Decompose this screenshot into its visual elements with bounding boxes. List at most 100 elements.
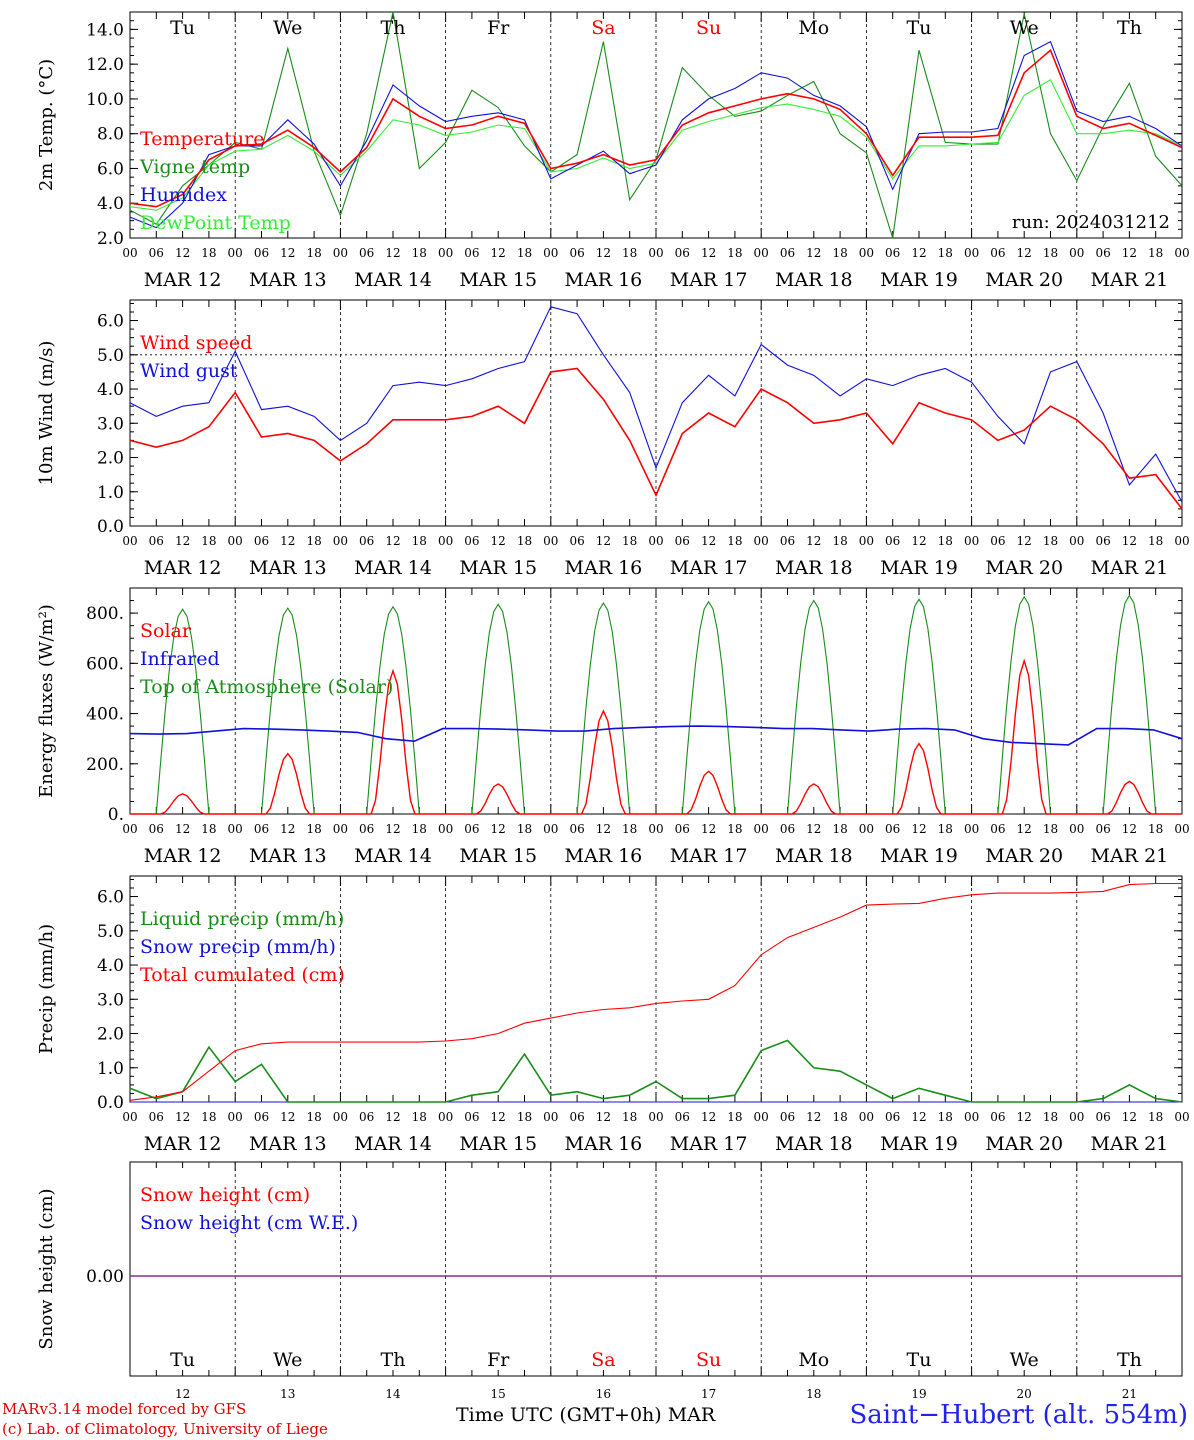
weekday-label: Mo: [798, 17, 829, 39]
date-label: MAR 15: [459, 269, 537, 291]
hour-tick-label: 18: [306, 534, 321, 548]
panel-5: 0.00 Snow height (cm) Snow height (cm) Snow…: [36, 1161, 1183, 1400]
solar-curve: [235, 752, 341, 815]
hour-tick-label: 06: [780, 822, 795, 836]
hour-tick-label: 00: [1174, 246, 1189, 260]
hour-tick-label: 12: [280, 534, 295, 548]
hour-tick-label: 18: [1148, 1110, 1163, 1124]
hour-tick-label: 18: [306, 246, 321, 260]
date-label: MAR 12: [144, 269, 222, 291]
legend-entry: Humidex: [140, 184, 227, 206]
hour-tick-label: 18: [832, 822, 847, 836]
series-line-liquid-precip-mm-h-: [129, 1039, 1183, 1103]
weekday-label: Su: [696, 17, 721, 39]
date-label: MAR 16: [565, 1133, 643, 1155]
panel-3: 00 06 12 18 00 06 12 18 00 06 12 18 00 06 12 18 00 06 12 18…: [36, 587, 1190, 867]
hour-tick-label: 06: [990, 534, 1005, 548]
solar-curve: [761, 783, 867, 815]
hour-tick-label: 18: [1148, 822, 1163, 836]
hour-tick-label: 00: [122, 246, 137, 260]
date-label: MAR 16: [565, 845, 643, 867]
weekday-label: Tu: [170, 1349, 195, 1371]
date-label: MAR 20: [985, 269, 1063, 291]
hour-tick-label: 00: [333, 822, 348, 836]
hour-tick-label: 06: [990, 246, 1005, 260]
hour-tick-label: 00: [648, 534, 663, 548]
hour-tick-label: 12: [806, 534, 821, 548]
hour-tick-label: 06: [780, 1110, 795, 1124]
hour-tick-label: 06: [569, 822, 584, 836]
legend-entry: Solar: [140, 620, 192, 642]
hour-tick-label: 06: [885, 534, 900, 548]
toa-solar-curve: [550, 602, 656, 815]
y-tick-label: 600.: [86, 654, 124, 674]
weekday-label: Mo: [798, 1349, 829, 1371]
date-label: MAR 19: [880, 557, 958, 579]
hour-tick-label: 12: [701, 822, 716, 836]
y-tick-label: 3.0: [97, 990, 124, 1010]
hour-tick-label: 18: [727, 246, 742, 260]
weekday-label: Fr: [487, 17, 510, 39]
hour-tick-label: 18: [938, 246, 953, 260]
toa-solar-curve: [971, 595, 1077, 815]
date-label: MAR 18: [775, 269, 853, 291]
infrared-line: [129, 725, 1183, 746]
y-tick-label: 400.: [86, 705, 124, 725]
hour-tick-label: 00: [438, 246, 453, 260]
hour-tick-label: 12: [280, 246, 295, 260]
hour-tick-label: 18: [201, 822, 216, 836]
day-number-label: 18: [806, 1387, 821, 1400]
y-tick-label: 6.0: [97, 888, 124, 908]
hour-tick-label: 00: [438, 534, 453, 548]
series-line-wind-gust: [129, 306, 1183, 503]
y-tick-label: 6.0: [97, 159, 124, 179]
y-axis-label: 2m Temp. (°C): [36, 59, 57, 191]
hour-tick-label: 12: [1017, 246, 1032, 260]
day-number-label: 19: [911, 1387, 926, 1400]
station-name: Saint−Hubert (alt. 554m): [849, 1400, 1188, 1430]
hour-tick-label: 00: [964, 1110, 979, 1124]
meteogram-chart: 00 06 12 18 00 06 12 18 00 06 12 18 00 06 12 18 00 06 12 18…: [36, 11, 1190, 1400]
date-label: MAR 21: [1091, 557, 1169, 579]
hour-tick-label: 06: [254, 246, 269, 260]
panel-2: 00 06 12 18 00 06 12 18 00 06 12 18 00 06 12 18 00 06 12 18…: [36, 299, 1190, 579]
hour-tick-label: 06: [675, 1110, 690, 1124]
weekday-label: Sa: [591, 17, 615, 39]
hour-tick-label: 00: [964, 822, 979, 836]
date-label: MAR 13: [249, 269, 327, 291]
date-label: MAR 18: [775, 1133, 853, 1155]
hour-tick-label: 00: [859, 534, 874, 548]
date-label: MAR 20: [985, 1133, 1063, 1155]
hour-tick-label: 12: [175, 534, 190, 548]
hour-tick-label: 06: [359, 822, 374, 836]
hour-tick-label: 00: [648, 822, 663, 836]
hour-tick-label: 00: [859, 1110, 874, 1124]
hour-tick-label: 00: [122, 534, 137, 548]
hour-tick-label: 18: [517, 1110, 532, 1124]
legend-entry: Snow height (cm): [140, 1184, 310, 1206]
toa-solar-curve: [235, 607, 341, 815]
hour-tick-label: 06: [149, 822, 164, 836]
y-tick-label: 10.0: [86, 90, 124, 110]
hour-tick-label: 06: [464, 1110, 479, 1124]
hour-tick-label: 12: [911, 246, 926, 260]
date-label: MAR 19: [880, 1133, 958, 1155]
date-label: MAR 21: [1091, 269, 1169, 291]
hour-tick-label: 12: [175, 246, 190, 260]
hour-tick-label: 00: [964, 534, 979, 548]
hour-tick-label: 12: [491, 822, 506, 836]
date-label: MAR 15: [459, 557, 537, 579]
hour-tick-label: 18: [201, 534, 216, 548]
date-label: MAR 21: [1091, 845, 1169, 867]
y-tick-label: 200.: [86, 755, 124, 775]
hour-tick-label: 06: [569, 246, 584, 260]
toa-solar-curve: [445, 603, 551, 815]
hour-tick-label: 06: [990, 822, 1005, 836]
y-tick-label: 12.0: [86, 55, 124, 75]
hour-tick-label: 18: [832, 246, 847, 260]
y-tick-label: 1.0: [97, 1059, 124, 1079]
hour-tick-label: 06: [675, 822, 690, 836]
weekday-label: Tu: [170, 17, 195, 39]
weekday-label: Su: [696, 1349, 721, 1371]
hour-tick-label: 00: [859, 822, 874, 836]
